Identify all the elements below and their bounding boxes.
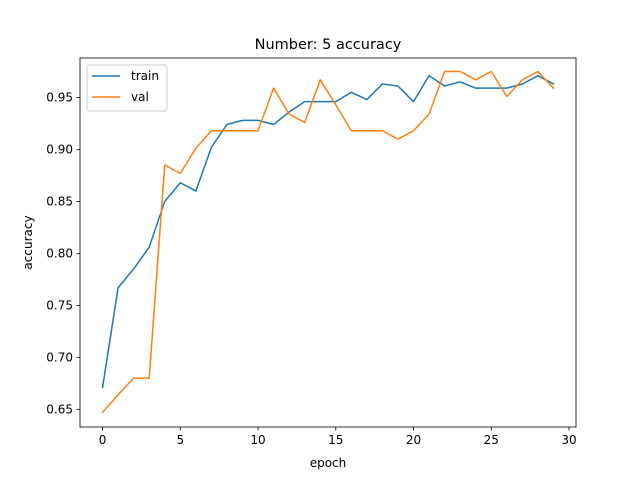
series-line-val [101, 70, 555, 414]
x-axis-ticks: 0 5 10 15 20 25 30 [99, 427, 577, 447]
x-tick-label: 10 [250, 433, 265, 447]
x-tick-label: 20 [406, 433, 421, 447]
legend: train val [86, 64, 168, 112]
y-tick-label: 0.90 [46, 143, 73, 157]
legend-val-label: val [131, 90, 149, 104]
x-tick-label: 15 [328, 433, 343, 447]
legend-train-label: train [131, 69, 159, 83]
y-tick-label: 0.85 [46, 195, 73, 209]
chart-title: Number: 5 accuracy [255, 37, 402, 53]
x-axis-label: epoch [310, 456, 347, 470]
x-tick-label: 0 [99, 433, 107, 447]
y-tick-label: 0.65 [46, 403, 73, 417]
y-tick-label: 0.80 [46, 247, 73, 261]
x-tick-label: 25 [484, 433, 499, 447]
series-line-train [101, 74, 555, 389]
y-axis-ticks: 0.65 0.70 0.75 0.80 0.85 0.90 0.95 [46, 91, 80, 417]
y-tick-label: 0.95 [46, 91, 73, 105]
x-tick-label: 30 [561, 433, 576, 447]
y-axis-label: accuracy [21, 215, 35, 269]
axes-frame [79, 57, 577, 428]
x-tick-label: 5 [176, 433, 184, 447]
y-tick-label: 0.70 [46, 351, 73, 365]
y-tick-label: 0.75 [46, 299, 73, 313]
plot-area [101, 70, 555, 414]
